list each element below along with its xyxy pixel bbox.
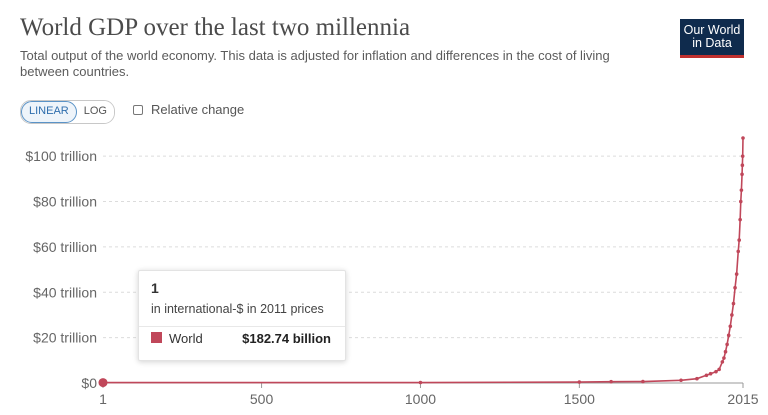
tooltip-series-swatch (151, 332, 162, 343)
tooltip-series-label: World (169, 331, 203, 346)
tooltip-year: 1 (151, 280, 159, 296)
data-point (726, 333, 731, 338)
chart-title: World GDP over the last two millennia (20, 14, 411, 41)
data-point (725, 342, 729, 347)
data-point (740, 172, 744, 177)
relative-change-checkbox[interactable] (133, 104, 143, 115)
data-point (738, 199, 743, 204)
y-tick-label: $60 trillion (33, 239, 97, 255)
tooltip-series-value: $182.74 billion (242, 331, 331, 346)
series-line-world (102, 137, 744, 384)
y-tick-label: $80 trillion (33, 194, 97, 210)
x-tick-label: 1500 (564, 391, 595, 407)
data-point (736, 249, 741, 254)
tooltip-divider (139, 326, 345, 327)
data-point (717, 367, 721, 372)
hover-tooltip: 1 in international-$ in 2011 prices Worl… (138, 270, 346, 361)
data-point (733, 285, 737, 290)
data-point (734, 272, 739, 276)
chart-subtitle: Total output of the world economy. This … (20, 48, 610, 79)
data-point (739, 188, 744, 192)
data-point (741, 136, 745, 140)
logo-accent-bar (680, 55, 744, 58)
data-point (723, 349, 728, 354)
y-tick-label: $20 trillion (33, 330, 97, 346)
data-point (695, 376, 699, 381)
tooltip-unit: in international-$ in 2011 prices (151, 302, 324, 316)
data-point (740, 154, 745, 158)
data-point (714, 369, 718, 374)
data-point (708, 371, 713, 376)
logo-line-1: Our World (683, 23, 741, 37)
data-point (704, 373, 709, 378)
data-point (740, 163, 745, 168)
relative-change-toggle[interactable]: Relative change (133, 102, 244, 117)
data-point (738, 217, 742, 222)
x-tick-label: 500 (250, 391, 274, 407)
logo-line-2: in Data (692, 36, 732, 50)
relative-change-label: Relative change (151, 102, 245, 117)
data-point (577, 380, 582, 384)
data-point (737, 238, 741, 242)
y-tick-label: $0 (81, 375, 97, 391)
data-point (728, 324, 733, 329)
x-tick-label: 1000 (405, 391, 436, 407)
linear-scale-button[interactable]: LINEAR (21, 101, 77, 123)
owid-logo[interactable]: Our World in Data (680, 19, 744, 58)
x-tick-label: 2015 (727, 391, 758, 407)
data-point (730, 313, 734, 317)
hovered-data-point (98, 378, 108, 388)
y-tick-label: $100 trillion (25, 148, 97, 164)
data-point (679, 378, 683, 383)
data-point (418, 380, 423, 385)
data-point (609, 379, 613, 384)
log-scale-button[interactable]: LOG (76, 101, 114, 123)
data-point (720, 360, 725, 364)
y-tick-label: $40 trillion (33, 284, 97, 300)
x-tick-label: 1 (99, 391, 107, 407)
scale-toggle: LINEAR LOG (20, 100, 115, 124)
data-point (641, 379, 645, 384)
data-point (731, 301, 736, 306)
data-point (722, 356, 726, 360)
